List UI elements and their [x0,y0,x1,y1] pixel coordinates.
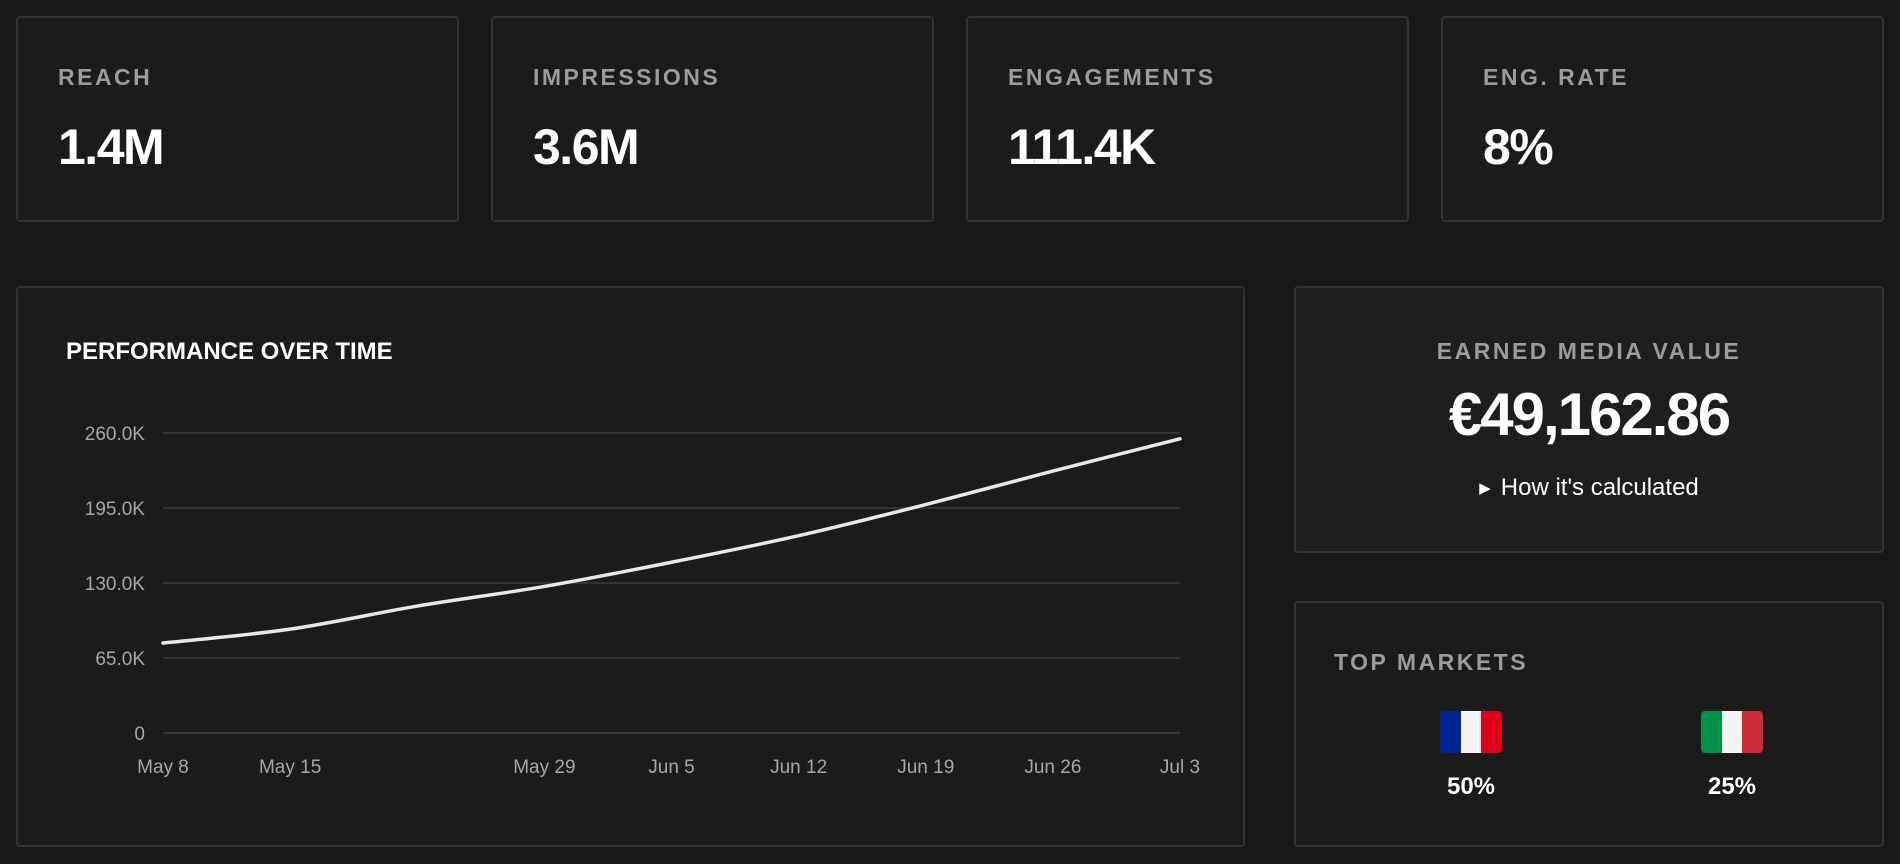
earned-media-value-card: EARNED MEDIA VALUE €49,162.86 ▶ How it's … [1294,286,1884,553]
market-pct: 25% [1707,773,1757,800]
x-tick-label: May 29 [513,757,575,778]
market-pct: 50% [1446,773,1496,800]
performance-line-chart: 0 65.0K 130.0K 195.0K 260.0K May 8 May 15 May 2… [85,424,1200,778]
y-tick-label: 195.0K [85,499,146,520]
kpi-value: 111.4K [1008,119,1156,175]
disclosure-triangle-icon: ▶ [1479,480,1491,497]
kpi-label: ENG. RATE [1483,64,1630,90]
x-tick-label: Jun 26 [1024,757,1081,778]
kpi-label: IMPRESSIONS [533,64,721,90]
france-flag-icon [1440,711,1502,753]
how-calculated-label: How it's calculated [1500,474,1699,501]
emv-value: €49,162.86 [1448,381,1731,448]
emv-label: EARNED MEDIA VALUE [1436,338,1742,364]
market-item-italy: 25% [1687,711,1777,801]
x-tick-label: Jul 3 [1160,757,1200,778]
y-tick-label: 0 [134,724,145,745]
top-markets-card: TOP MARKETS 50% 25% [1294,601,1884,847]
chart-title: PERFORMANCE OVER TIME [66,338,393,365]
x-tick-label: Jun 5 [648,757,694,778]
kpi-label: REACH [58,64,153,90]
y-tick-label: 260.0K [85,424,146,445]
kpi-value: 3.6M [533,119,640,175]
kpi-label: ENGAGEMENTS [1008,64,1216,90]
kpi-card-engagements: ENGAGEMENTS 111.4K [966,16,1409,222]
x-tick-label: May 15 [259,757,321,778]
kpi-value: 8% [1483,119,1554,175]
market-item-france: 50% [1426,711,1516,801]
x-tick-label: Jun 19 [897,757,954,778]
series-line [161,437,1182,645]
kpi-card-reach: REACH 1.4M [16,16,459,222]
top-markets-label: TOP MARKETS [1334,649,1529,675]
italy-flag-icon [1701,711,1763,753]
performance-chart-card: PERFORMANCE OVER TIME 0 65.0K 130.0K 195.0K… [16,286,1245,847]
kpi-card-impressions: IMPRESSIONS 3.6M [491,16,934,222]
y-tick-label: 65.0K [95,649,145,670]
y-tick-label: 130.0K [85,574,146,595]
kpi-card-eng-rate: ENG. RATE 8% [1441,16,1884,222]
x-tick-label: May 8 [137,757,189,778]
x-tick-label: Jun 12 [770,757,827,778]
kpi-value: 1.4M [58,119,165,175]
how-calculated-toggle[interactable]: ▶ How it's calculated [1296,474,1882,502]
